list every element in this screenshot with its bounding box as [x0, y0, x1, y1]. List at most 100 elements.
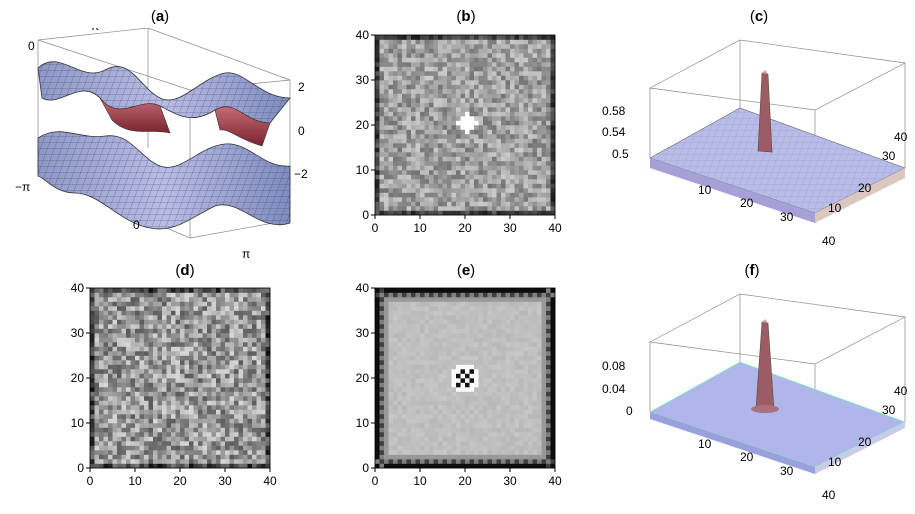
heatmap-cell	[247, 346, 253, 352]
heatmap-cell	[550, 89, 556, 94]
heatmap-cell	[528, 48, 533, 54]
heatmap-cell	[514, 48, 520, 54]
heatmap-cell	[420, 71, 425, 76]
heatmap-cell	[424, 201, 430, 207]
heatmap-cell	[424, 170, 430, 175]
heatmap-cell	[478, 387, 484, 392]
heatmap-cell	[460, 463, 466, 469]
heatmap-cell	[379, 369, 385, 374]
heatmap-cell	[406, 454, 412, 460]
heatmap-cell	[429, 129, 434, 135]
heatmap-cell	[433, 396, 439, 401]
heatmap-cell	[393, 342, 398, 347]
heatmap-cell	[379, 66, 385, 72]
heatmap-cell	[238, 378, 244, 383]
heatmap-cell	[456, 445, 461, 451]
heatmap-cell	[492, 328, 497, 334]
heatmap-cell	[130, 405, 136, 410]
heatmap-cell	[256, 337, 262, 343]
heatmap-cell	[117, 319, 122, 325]
heatmap-cell	[550, 355, 556, 361]
heatmap-cell	[99, 396, 104, 401]
heatmap-cell	[492, 129, 497, 135]
heatmap-cell	[175, 369, 181, 374]
heatmap-cell	[211, 382, 217, 388]
heatmap-cell	[384, 48, 389, 54]
heatmap-cell	[451, 107, 457, 112]
heatmap-cell	[229, 423, 235, 428]
heatmap-cell	[501, 351, 506, 356]
heatmap-cell	[532, 75, 538, 81]
heatmap-cell	[157, 306, 163, 311]
heatmap-cell	[429, 418, 434, 424]
heatmap-cell	[393, 432, 398, 437]
heatmap-cell	[216, 378, 221, 383]
heatmap-cell	[496, 174, 502, 180]
heatmap-cell	[541, 170, 547, 175]
heatmap-cell	[207, 432, 212, 437]
heatmap-cell	[501, 107, 506, 112]
heatmap-cell	[415, 89, 421, 94]
heatmap-cell	[108, 369, 113, 374]
heatmap-cell	[220, 355, 226, 361]
heatmap-cell	[157, 364, 163, 370]
heatmap-cell	[256, 360, 262, 365]
heatmap-cell	[474, 391, 479, 397]
heatmap-cell	[225, 414, 230, 419]
front-tick: 30	[780, 210, 794, 224]
heatmap-cell	[519, 355, 524, 361]
heatmap-cell	[424, 116, 430, 121]
heatmap-cell	[229, 450, 235, 455]
heatmap-cell	[537, 369, 542, 374]
heatmap-cell	[393, 319, 398, 325]
heatmap-cell	[523, 436, 529, 442]
heatmap-cell	[211, 450, 217, 455]
heatmap-cell	[193, 355, 199, 361]
heatmap-cell	[121, 369, 127, 374]
heatmap-cell	[528, 138, 533, 144]
heatmap-cell	[384, 75, 389, 81]
heatmap-cell	[456, 423, 461, 428]
heatmap-cell	[460, 35, 466, 40]
heatmap-cell	[130, 306, 136, 311]
heatmap-cell	[550, 306, 556, 311]
heatmap-cell	[238, 436, 244, 442]
heatmap-cell	[465, 138, 470, 144]
heatmap-cell	[460, 418, 466, 424]
heatmap-cell	[523, 179, 529, 184]
heatmap-cell	[216, 427, 221, 433]
heatmap-cell	[438, 53, 443, 58]
heatmap-cell	[225, 382, 230, 388]
side-tick: 30	[882, 149, 896, 163]
heatmap-cell	[162, 414, 167, 419]
heatmap-cell	[216, 337, 221, 343]
heatmap-cell	[411, 80, 416, 85]
heatmap-cell	[546, 170, 551, 175]
heatmap-cell	[99, 346, 104, 352]
heatmap-cell	[523, 396, 529, 401]
heatmap-cell	[492, 156, 497, 162]
heatmap-cell	[469, 129, 475, 135]
heatmap-cell	[528, 306, 533, 311]
heatmap-cell	[256, 319, 262, 325]
heatmap-cell	[193, 463, 199, 469]
heatmap-cell	[487, 156, 493, 162]
heatmap-cell	[492, 450, 497, 455]
heatmap-cell	[519, 206, 524, 211]
heatmap-cell	[397, 152, 403, 157]
heatmap-cell	[162, 328, 167, 334]
heatmap-cell	[121, 346, 127, 352]
heatmap-cell	[442, 125, 448, 130]
heatmap-cell	[189, 418, 194, 424]
heatmap-cell	[492, 301, 497, 307]
heatmap-cell	[175, 310, 181, 316]
heatmap-cell	[433, 161, 439, 166]
heatmap-cell	[243, 459, 248, 464]
panel-label-a: (a)	[150, 8, 170, 25]
heatmap-cell	[451, 179, 457, 184]
heatmap-cell	[198, 445, 203, 451]
heatmap-cell	[180, 328, 185, 334]
heatmap-cell	[469, 89, 475, 94]
heatmap-cell	[424, 436, 430, 442]
heatmap-cell	[411, 288, 416, 293]
